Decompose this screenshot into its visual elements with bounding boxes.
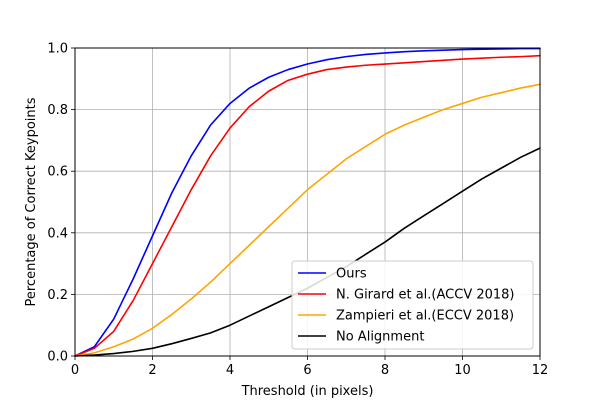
legend-label: Ours	[336, 267, 367, 282]
x-tick-label: 12	[532, 363, 549, 378]
legend: Ours N. Girard et al.(ACCV 2018) Zampieri …	[291, 260, 534, 350]
y-tick-label: 0.6	[47, 165, 68, 180]
y-axis-title: Percentage of Correct Keypoints	[24, 97, 39, 306]
y-tick-label: 1.0	[47, 42, 68, 57]
y-tick-label: 0.0	[47, 350, 68, 365]
legend-label: N. Girard et al.(ACCV 2018)	[336, 288, 515, 303]
x-tick-label: 2	[148, 363, 156, 378]
series-line-0	[74, 47, 541, 357]
x-tick-label: 10	[454, 363, 471, 378]
legend-label: Zampieri et al.(ECCV 2018)	[336, 309, 514, 324]
x-tick-label: 8	[381, 363, 389, 378]
x-tick-label: 4	[226, 363, 234, 378]
y-tick-label: 0.2	[47, 288, 68, 303]
x-axis-title: Threshold (in pixels)	[241, 384, 374, 399]
legend-box	[291, 260, 534, 350]
series-line-2	[74, 83, 541, 357]
axis-ticks: 0 2 4 6 8 10 12 0.0 0.2 0.4 0.6 0.8 1.0	[47, 42, 548, 379]
legend-label: No Alignment	[336, 330, 424, 345]
y-tick-label: 0.8	[47, 103, 68, 118]
y-tick-label: 0.4	[47, 226, 68, 241]
x-tick-label: 6	[303, 363, 311, 378]
series-line-1	[74, 54, 541, 357]
x-tick-label: 0	[71, 363, 79, 378]
